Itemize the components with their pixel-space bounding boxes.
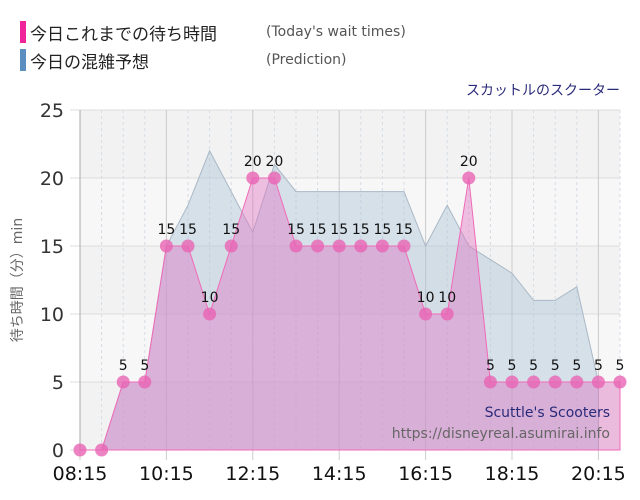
today-point (224, 239, 238, 253)
today-point (73, 443, 87, 457)
y-tick-label: 20 (40, 168, 64, 190)
data-label: 15 (287, 222, 305, 238)
legend-swatch-prediction (20, 49, 26, 71)
today-point (354, 239, 368, 253)
watermark-url: https://disneyreal.asumirai.info (391, 426, 610, 442)
y-tick-label: 10 (40, 304, 64, 326)
data-label: 10 (417, 290, 435, 306)
today-point (570, 375, 584, 389)
x-tick-label: 12:15 (225, 463, 280, 485)
y-tick-label: 5 (52, 372, 64, 394)
y-tick-label: 0 (52, 440, 64, 462)
data-label: 10 (201, 290, 219, 306)
today-point (440, 307, 454, 321)
data-label: 15 (179, 222, 197, 238)
today-point (397, 239, 411, 253)
data-label: 5 (616, 358, 625, 374)
today-point (483, 375, 497, 389)
today-point (181, 239, 195, 253)
x-tick-label: 10:15 (139, 463, 194, 485)
today-point (613, 375, 627, 389)
today-point (138, 375, 152, 389)
x-tick-label: 14:15 (312, 463, 367, 485)
data-label: 5 (572, 358, 581, 374)
today-point (462, 171, 476, 185)
today-point (267, 171, 281, 185)
data-label: 5 (486, 358, 495, 374)
data-label: 15 (222, 222, 240, 238)
prediction-area (80, 149, 599, 451)
data-label: 5 (594, 358, 603, 374)
data-label: 5 (140, 358, 149, 374)
today-point (203, 307, 217, 321)
data-label: 20 (460, 154, 478, 170)
data-label: 20 (244, 154, 262, 170)
grid-band (80, 382, 620, 450)
today-point (332, 239, 346, 253)
today-point (591, 375, 605, 389)
data-label: 20 (265, 154, 283, 170)
grid-band (80, 246, 620, 314)
legend-label-prediction: 今日の混雑予想 (30, 52, 149, 73)
x-tick-label: 16:15 (398, 463, 453, 485)
legend-swatch-today (20, 21, 26, 43)
data-label: 15 (157, 222, 175, 238)
x-tick-label: 08:15 (53, 463, 108, 485)
watermark-name: Scuttle's Scooters (484, 405, 610, 421)
data-label: 5 (551, 358, 560, 374)
today-point (95, 443, 109, 457)
today-point (311, 239, 325, 253)
data-label: 5 (119, 358, 128, 374)
y-tick-label: 15 (40, 236, 64, 258)
today-point (375, 239, 389, 253)
today-point (548, 375, 562, 389)
today-point (289, 239, 303, 253)
data-label: 15 (330, 222, 348, 238)
data-label: 5 (508, 358, 517, 374)
grid-band (80, 110, 620, 178)
data-label: 5 (529, 358, 538, 374)
today-point (116, 375, 130, 389)
today-point (159, 239, 173, 253)
today-point (419, 307, 433, 321)
legend-label-today: 今日これまでの待ち時間 (30, 24, 217, 45)
today-point (505, 375, 519, 389)
data-label: 15 (352, 222, 370, 238)
data-label: 10 (438, 290, 456, 306)
today-point (246, 171, 260, 185)
legend-item-today: 今日これまでの待ち時間 (Today's wait times) (20, 20, 406, 45)
x-tick-label: 20:15 (571, 463, 626, 485)
legend-label-today-en: (Today's wait times) (266, 24, 406, 40)
today-point (527, 375, 541, 389)
x-tick-label: 18:15 (485, 463, 540, 485)
legend-item-prediction: 今日の混雑予想 (Prediction) (20, 48, 347, 73)
legend-label-prediction-en: (Prediction) (266, 52, 347, 68)
data-label: 15 (309, 222, 327, 238)
attraction-name: スカットルのスクーター (466, 83, 620, 99)
data-label: 15 (373, 222, 391, 238)
data-label: 15 (395, 222, 413, 238)
y-axis-label: 待ち時間（分）min (10, 218, 26, 342)
y-tick-label: 25 (40, 100, 64, 122)
